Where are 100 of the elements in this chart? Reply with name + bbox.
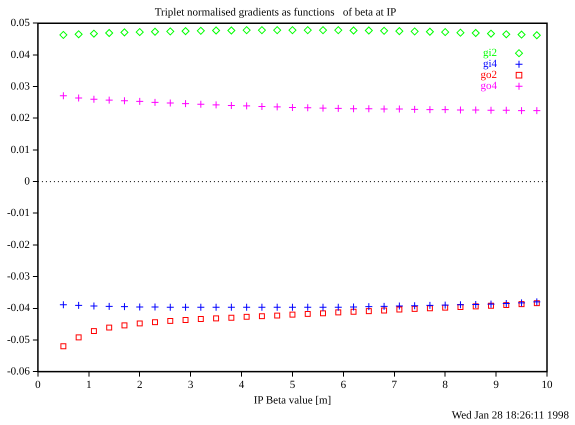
y-tick-label: -0.06 — [6, 365, 30, 378]
point — [532, 106, 541, 115]
point — [442, 304, 448, 311]
point — [242, 26, 251, 34]
point — [182, 317, 189, 323]
point — [502, 300, 510, 308]
point — [136, 320, 143, 326]
point — [273, 102, 282, 111]
point — [120, 28, 128, 36]
point — [488, 302, 494, 309]
point — [136, 302, 144, 311]
point — [456, 300, 464, 309]
point — [274, 312, 280, 319]
point — [304, 26, 312, 34]
point — [472, 300, 480, 308]
point — [335, 309, 342, 316]
x-tick-label: 10 — [542, 379, 553, 392]
x-tick-label: 6 — [340, 379, 347, 392]
point — [167, 318, 174, 324]
point — [441, 28, 450, 36]
point — [258, 313, 265, 320]
point — [304, 104, 312, 112]
point — [487, 300, 495, 308]
legend-label: gi4 — [482, 58, 498, 70]
point — [441, 106, 450, 114]
x-tick-label: 9 — [493, 379, 500, 392]
point — [304, 310, 311, 317]
point — [136, 28, 144, 36]
legend-label: go2 — [480, 69, 497, 82]
point — [364, 104, 373, 113]
point — [242, 102, 251, 110]
point — [213, 315, 220, 322]
point — [410, 105, 419, 114]
legend-label: go4 — [480, 80, 498, 92]
point — [532, 31, 541, 40]
point — [121, 322, 128, 328]
point — [151, 98, 160, 106]
point — [426, 28, 434, 36]
point — [472, 106, 480, 114]
point — [166, 99, 174, 108]
point — [212, 100, 220, 109]
x-tick-label: 1 — [86, 379, 92, 392]
point — [410, 302, 419, 310]
point — [426, 301, 434, 310]
y-tick-label: 0.05 — [10, 17, 30, 30]
point — [90, 95, 98, 104]
y-tick-label: 0 — [24, 175, 30, 188]
point — [196, 303, 205, 312]
point — [502, 106, 510, 114]
point — [74, 301, 83, 310]
x-tick-label: 5 — [290, 379, 296, 392]
point — [90, 302, 98, 310]
point — [74, 30, 83, 38]
point — [426, 305, 433, 312]
point — [151, 302, 160, 311]
point — [518, 30, 526, 39]
y-tick-label: 0.02 — [10, 112, 30, 124]
point — [105, 29, 114, 38]
point — [487, 106, 495, 114]
point — [227, 26, 236, 34]
point — [273, 26, 282, 34]
point — [90, 328, 97, 334]
point — [366, 308, 372, 314]
point — [288, 303, 296, 312]
y-tick-label: -0.02 — [6, 238, 30, 251]
point — [242, 303, 251, 312]
x-tick-label: 7 — [392, 379, 398, 392]
point — [518, 298, 526, 307]
point — [395, 302, 404, 310]
point — [120, 302, 128, 311]
point — [60, 343, 66, 350]
y-tick-label: 0.03 — [10, 80, 30, 92]
point — [258, 303, 266, 312]
point — [410, 27, 419, 36]
point — [106, 324, 112, 331]
x-axis-title: IP Beta value [m] — [254, 394, 332, 406]
point — [227, 303, 236, 312]
legend-label: gi2 — [482, 47, 497, 60]
point — [258, 26, 266, 34]
x-tick-label: 4 — [238, 379, 245, 392]
point — [456, 106, 464, 114]
y-tick-label: -0.01 — [6, 207, 30, 220]
y-tick-label: 0.04 — [10, 48, 30, 61]
x-tick-label: 2 — [136, 379, 142, 392]
point — [273, 303, 282, 312]
text: Wed Jan 28 18:26:11 1998 — [452, 409, 570, 422]
point — [166, 27, 174, 36]
point — [258, 102, 266, 110]
point — [196, 100, 205, 108]
point — [456, 28, 464, 37]
point — [518, 301, 525, 308]
point — [320, 310, 326, 316]
y-tick-label: -0.03 — [6, 270, 30, 282]
y-tick-label: -0.05 — [6, 334, 30, 346]
point — [288, 103, 296, 112]
point — [441, 301, 450, 310]
point — [472, 303, 479, 310]
chart-title: Triplet normalised gradients as functions of beta at IP — [154, 6, 396, 18]
point — [364, 302, 373, 311]
point — [289, 312, 296, 318]
